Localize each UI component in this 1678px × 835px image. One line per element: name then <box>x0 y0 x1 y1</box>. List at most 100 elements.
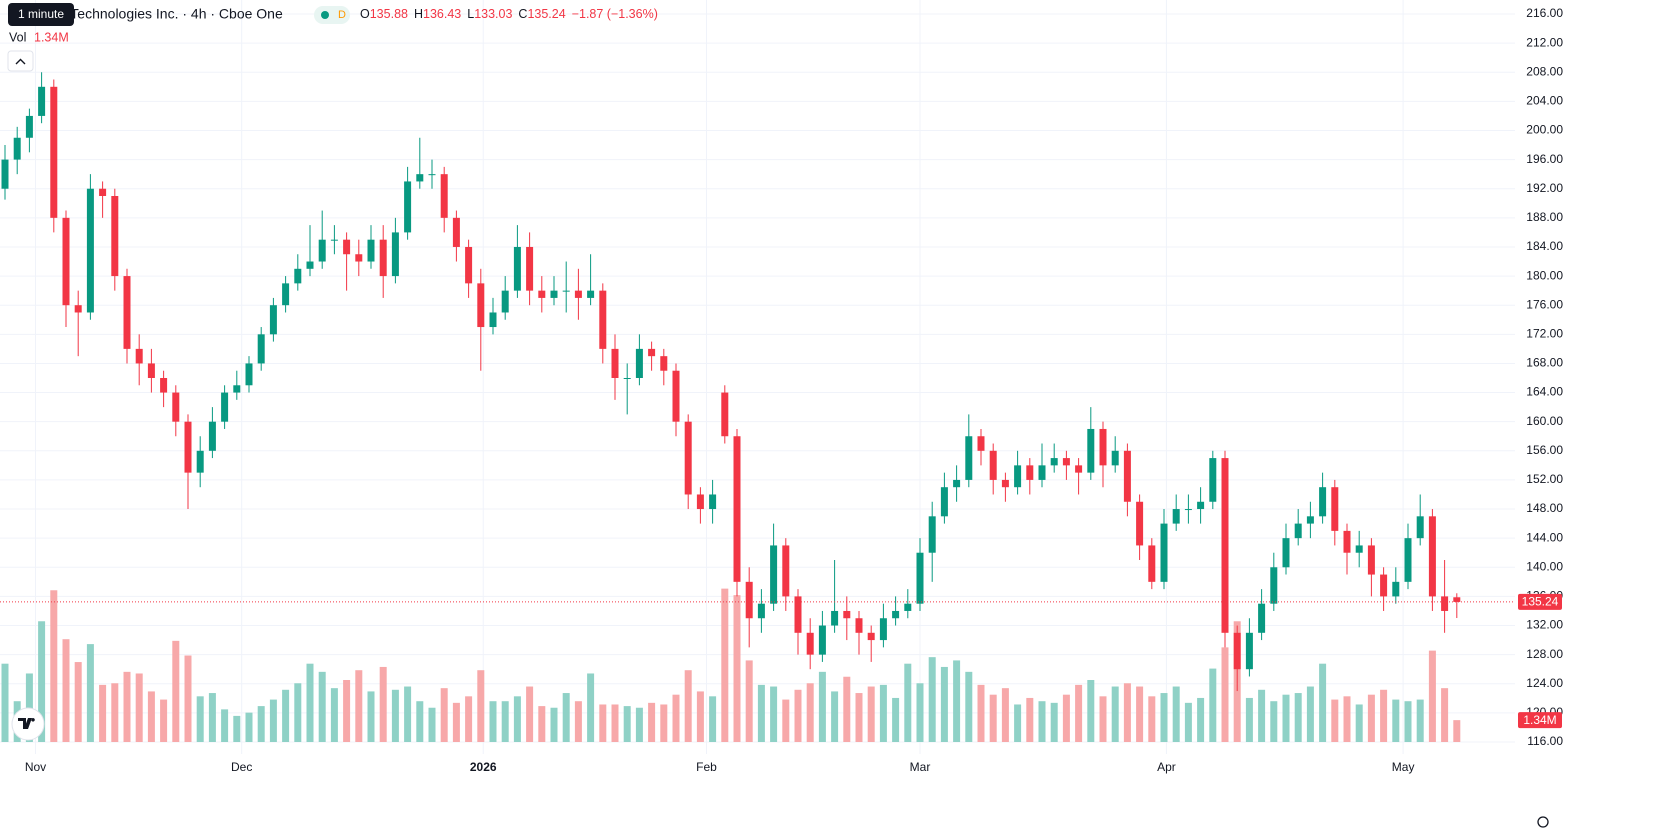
candle-body <box>1136 501 1144 546</box>
volume-bar <box>379 666 387 742</box>
candle-body <box>1148 545 1156 582</box>
candle-body <box>745 581 753 619</box>
candle-body <box>977 436 985 451</box>
candle-body <box>940 487 948 517</box>
volume-tag-label: 1.34M <box>1523 713 1556 727</box>
status-pill <box>314 6 350 24</box>
candle-body <box>306 261 314 269</box>
volume-bar <box>672 694 680 742</box>
candle-body <box>1233 632 1241 670</box>
y-tick-label: 184.00 <box>1526 239 1563 253</box>
candle-body <box>13 137 21 160</box>
y-tick-label: 176.00 <box>1526 297 1563 311</box>
ohlc-item: 135.88 <box>370 7 408 21</box>
y-tick-label: 148.00 <box>1526 501 1563 515</box>
volume-bar <box>1001 688 1009 742</box>
x-tick-label: May <box>1392 760 1415 774</box>
volume-bar <box>782 699 790 742</box>
y-tick-label: 212.00 <box>1526 35 1563 49</box>
candle-body <box>855 618 863 633</box>
candle-body <box>538 290 546 298</box>
volume-bar <box>367 691 375 742</box>
volume-bar <box>1075 684 1083 742</box>
candle-body <box>404 181 412 233</box>
volume-bar <box>526 686 534 742</box>
volume-bar <box>709 696 717 742</box>
volume-bar <box>1148 696 1156 742</box>
volume-bar <box>416 701 424 742</box>
candle-body <box>428 174 436 176</box>
volume-bar <box>1123 683 1131 742</box>
candle-body <box>843 610 851 619</box>
candle-body <box>562 290 570 292</box>
volume-bar <box>257 706 265 742</box>
ohlc-item: L <box>467 7 474 21</box>
volume-bar <box>770 686 778 742</box>
volume-bar <box>1111 686 1119 742</box>
volume-bar <box>977 684 985 742</box>
candle-body <box>1197 501 1205 510</box>
y-tick-label: 116.00 <box>1527 734 1563 748</box>
volume-bar <box>404 686 412 742</box>
candle-body <box>330 239 338 241</box>
volume-bar <box>574 701 582 742</box>
volume-bar <box>38 621 46 742</box>
volume-bar <box>160 699 168 742</box>
candle-body <box>99 188 107 196</box>
candle-body <box>574 290 582 298</box>
volume-bar <box>892 697 900 742</box>
volume-bar <box>1306 686 1314 742</box>
candle-body <box>879 618 887 641</box>
volume-bar <box>501 701 509 742</box>
volume-bar <box>513 696 521 742</box>
candle-body <box>355 254 363 262</box>
candle-body <box>660 356 668 371</box>
candle-body <box>1380 574 1388 597</box>
volume-value: 1.34M <box>34 30 69 44</box>
badge: D <box>338 9 346 21</box>
candle-body <box>513 246 521 291</box>
volume-bar <box>465 696 473 742</box>
volume-bar <box>86 644 94 742</box>
volume-bar <box>1392 699 1400 742</box>
candle-body <box>953 479 961 488</box>
settings-icon[interactable] <box>1537 816 1549 828</box>
x-tick-label: Nov <box>25 760 46 774</box>
volume-bar <box>245 712 253 742</box>
candle-body <box>757 603 765 619</box>
candle-body <box>184 421 192 473</box>
volume-bar <box>623 706 631 742</box>
candle-body <box>1453 597 1461 602</box>
y-tick-label: 192.00 <box>1526 181 1563 195</box>
candle-body <box>1160 523 1168 582</box>
overlay: r Technologies Inc. · 4h · Cboe One 1 mi… <box>7 3 1549 828</box>
y-tick-label: 164.00 <box>1526 385 1563 399</box>
volume-bar <box>282 689 290 742</box>
ohlc-item: −1.87 (−1.36%) <box>572 7 658 21</box>
volume-bar <box>1221 647 1229 742</box>
volume-bar <box>1270 701 1278 742</box>
volume-bar <box>696 691 704 742</box>
candle-body <box>367 239 375 262</box>
y-tick-label: 124.00 <box>1526 676 1563 690</box>
candle-body <box>1245 632 1253 670</box>
candle-body <box>1392 581 1400 597</box>
candle-body <box>294 268 302 284</box>
axis-bg <box>1515 0 1678 835</box>
volume-bar <box>757 684 765 742</box>
x-tick-label: Mar <box>910 760 931 774</box>
volume-bar <box>1355 704 1363 742</box>
price-tag <box>1518 593 1562 610</box>
candle-body <box>672 370 680 422</box>
x-tick-label: Feb <box>696 760 717 774</box>
candle-body <box>1038 465 1046 480</box>
volume-bar <box>1 663 9 742</box>
volume-bar <box>440 688 448 742</box>
status-dot <box>321 11 329 19</box>
volume-bar <box>428 707 436 742</box>
collapse-button[interactable] <box>7 50 34 72</box>
ohlc-item: O <box>360 7 370 21</box>
volume-bar <box>1453 720 1461 742</box>
